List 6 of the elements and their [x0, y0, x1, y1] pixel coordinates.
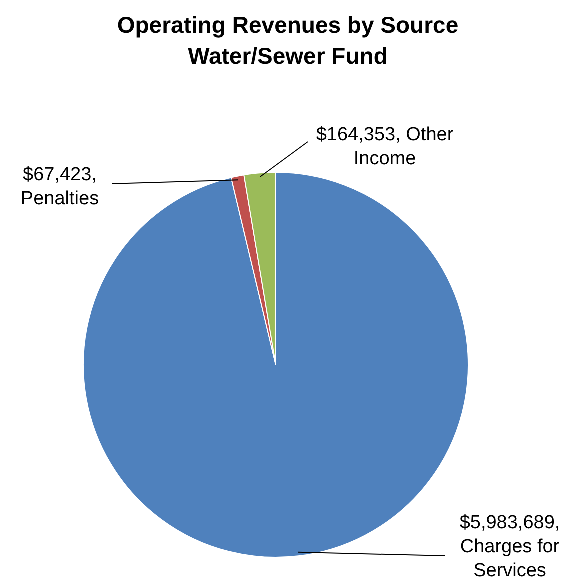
data-label: $5,983,689,: [460, 512, 560, 534]
slice-label: Penalties: [20, 188, 100, 210]
data-label: $67,423,: [23, 164, 97, 186]
slice-label: $164,353, Other Income: [316, 124, 454, 170]
slice-label: Charges for Services: [460, 536, 560, 579]
chart-title: Operating Revenues by Source Water/Sewer Fund: [116, 11, 460, 71]
